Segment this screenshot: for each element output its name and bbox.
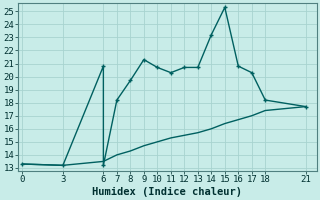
X-axis label: Humidex (Indice chaleur): Humidex (Indice chaleur) [92,186,243,197]
